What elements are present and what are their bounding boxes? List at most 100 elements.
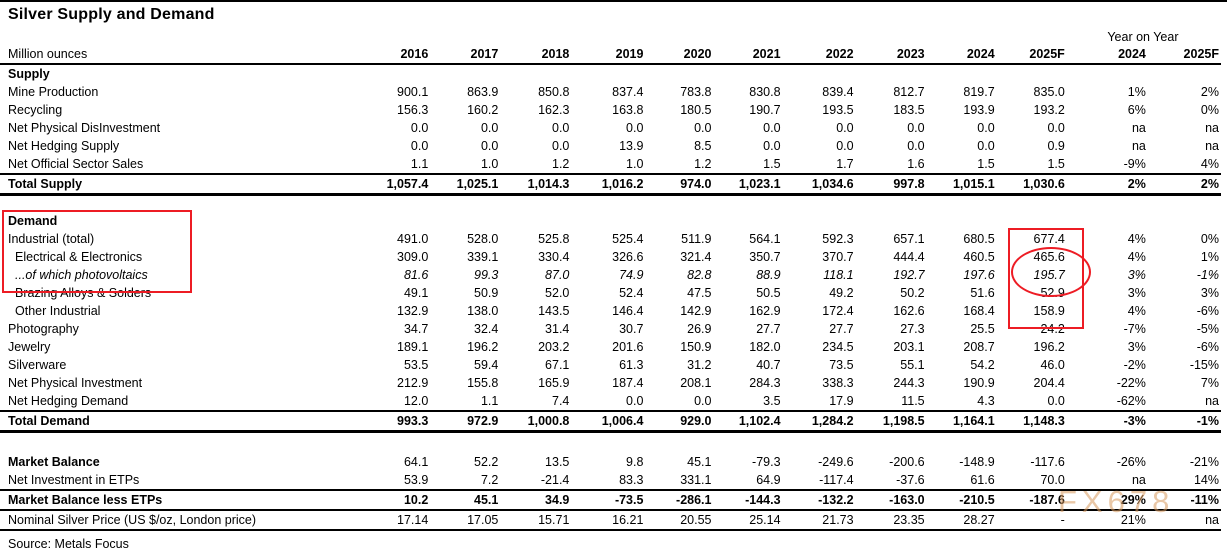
value-cell: 27.3 — [900, 322, 925, 336]
value-cell: 24.2 — [1040, 322, 1065, 336]
value-cell — [645, 212, 713, 230]
value-cell: 4% — [1127, 232, 1146, 246]
value-cell: 138.0 — [467, 304, 499, 318]
value-cell: 88.9 — [756, 268, 781, 282]
value-cell: 50.2 — [900, 286, 925, 300]
value-cell: 81.6 — [403, 268, 429, 282]
value-cell: 45.1 — [687, 455, 712, 469]
value-cell: 370.7 — [822, 250, 854, 264]
value-cell: 49.2 — [829, 286, 854, 300]
value-cell: - — [996, 510, 1067, 531]
value-cell: 0% — [1200, 232, 1219, 246]
value-cell: 657.1 — [893, 232, 925, 246]
value-cell: -249.6 — [818, 455, 854, 469]
value-cell: 52.0 — [545, 286, 570, 300]
value-cell: 3.5 — [763, 394, 781, 408]
value-cell: 0.0 — [977, 121, 995, 135]
value-cell — [713, 64, 782, 83]
value-cell: 1,057.4 — [360, 173, 431, 196]
value-cell: 993.3 — [360, 410, 431, 433]
value-cell: -26% — [1116, 455, 1146, 469]
value-cell: 31.2 — [687, 358, 712, 372]
value-cell: -22% — [1116, 376, 1146, 390]
value-cell: 158.9 — [1033, 304, 1065, 318]
value-cell — [856, 64, 927, 83]
value-cell: 13.5 — [545, 455, 570, 469]
value-cell: 212.9 — [397, 376, 429, 390]
value-cell: 511.9 — [681, 232, 712, 246]
value-cell: 31.4 — [545, 322, 570, 336]
value-cell: 53.9 — [403, 473, 429, 487]
value-cell: 20.55 — [645, 510, 714, 531]
value-cell: 182.0 — [749, 340, 781, 354]
table-row: Silverware 53.5 59.4 67.1 61.3 31.2 40.7 73.5 55… — [0, 356, 1221, 374]
value-cell: 680.5 — [963, 232, 995, 246]
value-cell: 234.5 — [822, 340, 854, 354]
value-cell: 61.3 — [619, 358, 644, 372]
row-label: Supply — [8, 67, 50, 81]
value-cell: 444.4 — [893, 250, 925, 264]
value-cell: 1,023.1 — [713, 173, 783, 196]
value-cell — [500, 212, 571, 230]
value-cell: 0.0 — [907, 139, 925, 153]
value-cell: 150.9 — [680, 340, 712, 354]
value-cell: 1.5 — [1047, 157, 1065, 171]
value-cell — [571, 212, 645, 230]
value-cell: 0.0 — [836, 121, 854, 135]
value-cell: 51.6 — [970, 286, 995, 300]
table-row: Market Balance less ETPs 10.2 45.1 34.9 -73.… — [0, 489, 1221, 511]
row-label: Net Official Sector Sales — [8, 157, 144, 171]
value-cell: 8.5 — [694, 139, 712, 153]
value-cell: 54.2 — [970, 358, 995, 372]
value-cell: 196.2 — [1033, 340, 1065, 354]
value-cell: na — [1147, 510, 1221, 531]
value-cell: 10.2 — [360, 489, 431, 511]
value-cell: 30.7 — [619, 322, 644, 336]
value-cell: 309.0 — [397, 250, 429, 264]
value-cell: 592.3 — [822, 232, 854, 246]
value-cell — [997, 212, 1067, 230]
value-cell: 203.2 — [538, 340, 570, 354]
table-row: Market Balance 64.1 52.2 13.5 9.8 45.1 -79.3 -2… — [0, 453, 1221, 471]
row-label: Net Physical DisInvestment — [8, 121, 161, 135]
value-cell: -6% — [1196, 304, 1219, 318]
value-cell: 2% — [1200, 85, 1219, 99]
value-cell: 1.7 — [836, 157, 854, 171]
value-cell: -1% — [1196, 268, 1219, 282]
unit-label: Million ounces — [0, 45, 361, 65]
value-cell: 99.3 — [474, 268, 499, 282]
value-cell: 12.0 — [403, 394, 429, 408]
value-cell: 1.6 — [907, 157, 925, 171]
value-cell: 156.3 — [397, 103, 429, 117]
value-cell: 3% — [1200, 286, 1219, 300]
value-cell: 460.5 — [963, 250, 995, 264]
value-cell: 82.8 — [687, 268, 712, 282]
value-cell: 0.0 — [410, 139, 429, 153]
value-cell: 0.0 — [480, 139, 499, 153]
value-cell: -210.5 — [926, 489, 997, 511]
row-label: Jewelry — [8, 340, 51, 354]
value-cell: 192.7 — [893, 268, 925, 282]
value-cell: 839.4 — [822, 85, 854, 99]
value-cell: 677.4 — [1033, 232, 1065, 246]
row-label: Demand — [8, 214, 58, 228]
value-cell: 187.4 — [612, 376, 644, 390]
value-cell: 1.2 — [694, 157, 712, 171]
value-cell: -148.9 — [959, 455, 995, 469]
value-cell: 26.9 — [687, 322, 712, 336]
value-cell: -21% — [1189, 455, 1219, 469]
value-cell: 1,198.5 — [855, 410, 927, 433]
table-row: Net Hedging Demand 12.0 1.1 7.4 0.0 0.0 3.5 17.… — [0, 392, 1221, 411]
value-cell: 27.7 — [829, 322, 854, 336]
value-cell: 47.5 — [687, 286, 712, 300]
value-cell: 162.9 — [749, 304, 781, 318]
value-cell: 1,006.4 — [571, 410, 646, 433]
value-cell — [360, 64, 430, 83]
value-cell: na — [1205, 139, 1219, 153]
value-cell: 4% — [1200, 157, 1219, 171]
value-cell: 0.0 — [977, 139, 995, 153]
value-cell: -132.2 — [782, 489, 856, 511]
value-cell: 143.5 — [538, 304, 570, 318]
value-cell: 1.1 — [410, 157, 429, 171]
value-cell: 850.8 — [538, 85, 570, 99]
